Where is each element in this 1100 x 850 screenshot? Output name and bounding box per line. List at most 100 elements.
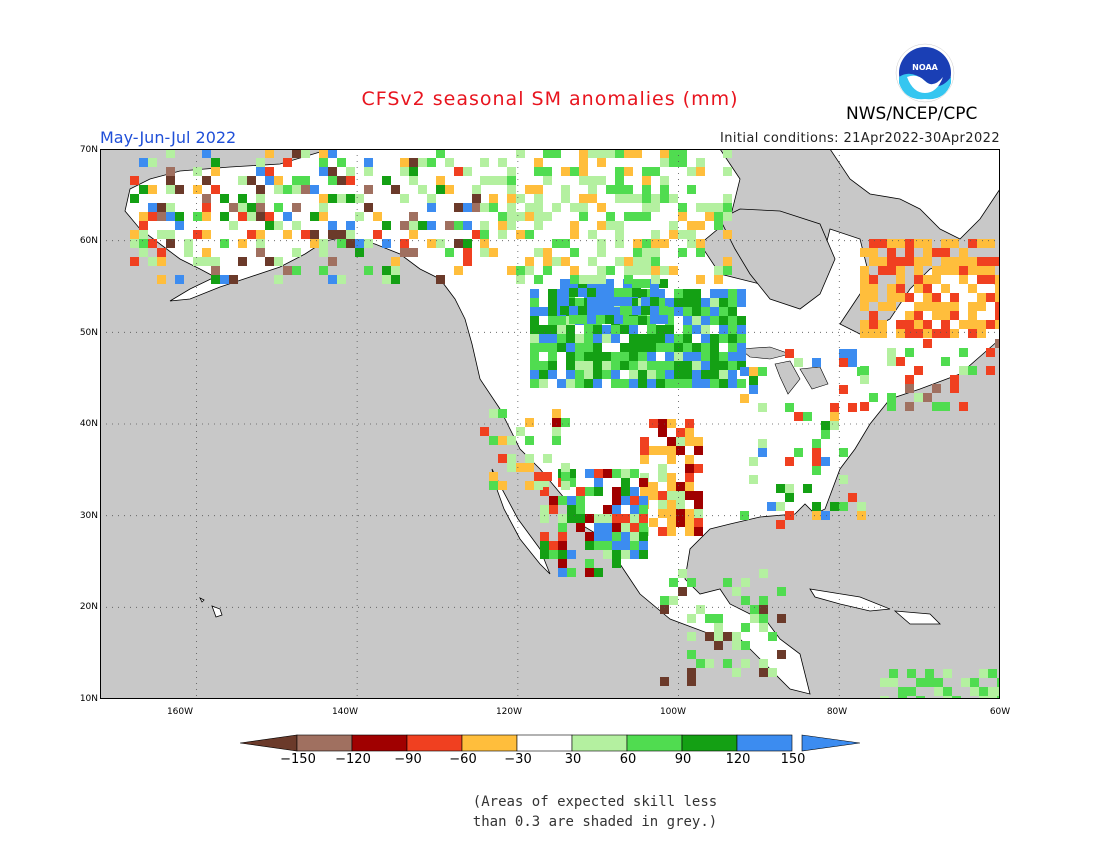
anomaly-cell [630, 550, 639, 559]
colorbar-label: −90 [394, 752, 422, 767]
anomaly-cell [878, 320, 887, 329]
anomaly-cell [328, 149, 337, 158]
anomaly-cell [594, 478, 603, 487]
anomaly-cell [943, 669, 952, 678]
anomaly-cell [418, 185, 427, 194]
anomaly-cell [525, 185, 534, 194]
anomaly-cell [669, 578, 678, 587]
anomaly-cell [660, 185, 669, 194]
anomaly-cell [728, 325, 737, 334]
anomaly-cell [211, 266, 220, 275]
anomaly-cell [887, 257, 896, 266]
anomaly-cell [139, 230, 148, 239]
anomaly-cell [667, 491, 676, 500]
anomaly-cell [265, 167, 274, 176]
anomaly-cell [638, 289, 647, 298]
colorbar-label: 90 [674, 752, 692, 767]
anomaly-cell [606, 212, 615, 221]
anomaly-cell [615, 149, 624, 158]
anomaly-cell [767, 502, 776, 511]
anomaly-cell [633, 212, 642, 221]
anomaly-cell [530, 289, 539, 298]
anomaly-cell [557, 316, 566, 325]
anomaly-cell [525, 463, 534, 472]
anomaly-cell [229, 275, 238, 284]
anomaly-cell [539, 343, 548, 352]
anomaly-cell [638, 343, 647, 352]
anomaly-cell [905, 248, 914, 257]
anomaly-cell [346, 167, 355, 176]
anomaly-cell [567, 478, 576, 487]
anomaly-cell [785, 484, 794, 493]
anomaly-cell [615, 230, 624, 239]
anomaly-cell [803, 484, 812, 493]
anomaly-cell [968, 266, 977, 275]
anomaly-cell [328, 275, 337, 284]
anomaly-cell [373, 230, 382, 239]
anomaly-cell [614, 288, 623, 297]
anomaly-cell [597, 248, 606, 257]
colorbar-label: 120 [725, 752, 751, 767]
colorbar-segment [626, 734, 683, 752]
chart-title: CFSv2 seasonal SM anomalies (mm) [361, 88, 739, 110]
anomaly-cell [558, 496, 567, 505]
anomaly-cell [898, 687, 907, 696]
anomaly-cell [337, 194, 346, 203]
anomaly-cell [683, 370, 692, 379]
anomaly-cell [534, 481, 543, 490]
anomaly-cell [656, 379, 665, 388]
anomaly-cell [642, 185, 651, 194]
anomaly-cell [869, 248, 878, 257]
anomaly-cell [683, 343, 692, 352]
anomaly-cell [319, 203, 328, 212]
anomaly-cell [860, 329, 869, 338]
anomaly-cell [328, 230, 337, 239]
anomaly-cell [561, 463, 570, 472]
anomaly-cell [714, 632, 723, 641]
colorbar-label: −120 [335, 752, 371, 767]
anomaly-cell [685, 437, 694, 446]
anomaly-cell [812, 511, 821, 520]
anomaly-cell [382, 275, 391, 284]
anomaly-cell [685, 482, 694, 491]
anomaly-cell [632, 279, 641, 288]
anomaly-cell [585, 532, 594, 541]
anomaly-cell [914, 275, 923, 284]
anomaly-cell [776, 502, 785, 511]
anomaly-cell [507, 176, 516, 185]
anomaly-cell [669, 149, 678, 158]
anomaly-cell [139, 248, 148, 257]
anomaly-cell [621, 514, 630, 523]
anomaly-cell [585, 559, 594, 568]
anomaly-cell [932, 293, 941, 302]
anomaly-cell [705, 632, 714, 641]
anomaly-cell [848, 493, 857, 502]
anomaly-cell [566, 370, 575, 379]
anomaly-cell [776, 484, 785, 493]
anomaly-cell [878, 257, 887, 266]
anomaly-cell [678, 212, 687, 221]
anomaly-cell [463, 239, 472, 248]
anomaly-cell [507, 167, 516, 176]
anomaly-cell [685, 455, 694, 464]
anomaly-cell [623, 306, 632, 315]
anomaly-cell [658, 464, 667, 473]
anomaly-cell [869, 329, 878, 338]
anomaly-cell [878, 302, 887, 311]
anomaly-cell [620, 352, 629, 361]
anomaly-cell [566, 334, 575, 343]
anomaly-cell [606, 266, 615, 275]
anomaly-cell [489, 472, 498, 481]
anomaly-cell [472, 185, 481, 194]
anomaly-cell [576, 487, 585, 496]
anomaly-cell [674, 298, 683, 307]
anomaly-cell [860, 275, 869, 284]
anomaly-cell [665, 307, 674, 316]
anomaly-cell [705, 203, 714, 212]
anomaly-cell [759, 614, 768, 623]
anomaly-cell [391, 257, 400, 266]
anomaly-cell [558, 514, 567, 523]
anomaly-cell [588, 185, 597, 194]
anomaly-cell [669, 596, 678, 605]
anomaly-cell [687, 677, 696, 686]
